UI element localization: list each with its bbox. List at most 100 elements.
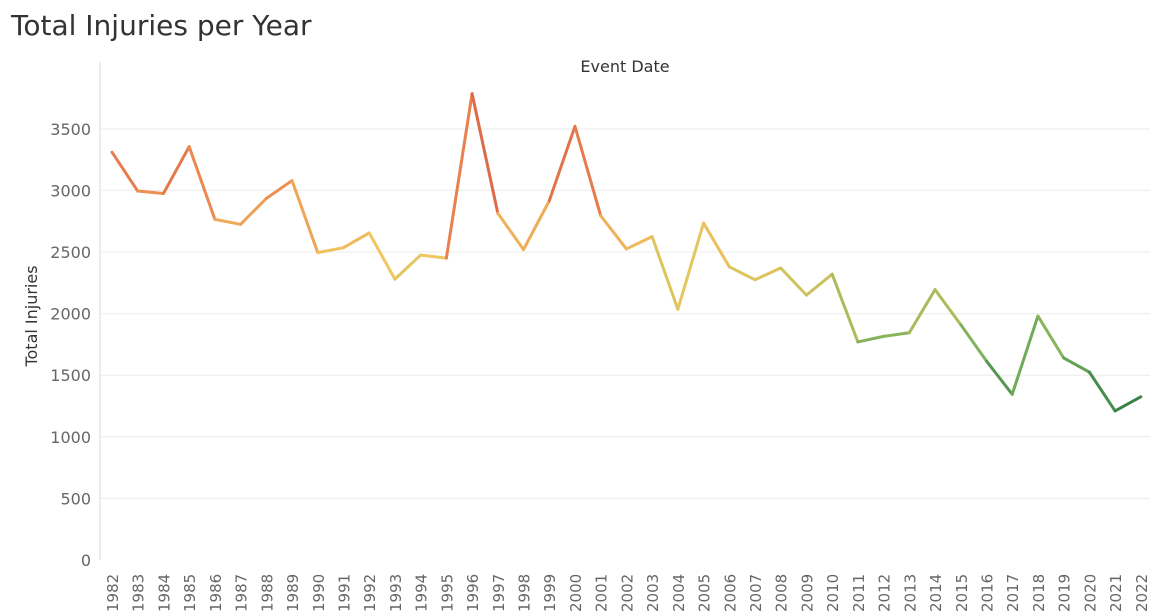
- line-segment: [907, 288, 937, 335]
- data-point[interactable]: 1995: 2450: [441, 253, 451, 263]
- data-point[interactable]: 2013: 1845: [904, 328, 914, 338]
- x-tick-label: 2021: [1107, 574, 1125, 612]
- data-point[interactable]: 1984: 2975: [158, 188, 168, 198]
- data-point[interactable]: 1985: 3355: [184, 142, 194, 152]
- data-point[interactable]: 1988: 2935: [261, 193, 271, 203]
- y-tick-label: 1000: [50, 428, 91, 447]
- line-segment: [779, 266, 808, 297]
- data-point[interactable]: 1991: 2535: [338, 243, 348, 253]
- data-point[interactable]: 2021: 1210: [1110, 406, 1120, 416]
- data-point[interactable]: 2019: 1640: [1059, 353, 1069, 363]
- data-point[interactable]: 1993: 2280: [390, 274, 400, 284]
- data-point[interactable]: 1998: 2520: [519, 245, 529, 255]
- data-point[interactable]: 2008: 2370: [776, 263, 786, 273]
- x-tick-label: 1982: [104, 574, 122, 612]
- line-segment: [1087, 370, 1117, 413]
- data-point[interactable]: 2000: 3520: [570, 121, 580, 131]
- x-tick-label: 1998: [516, 574, 534, 612]
- data-point[interactable]: 2010: 2320: [827, 269, 837, 279]
- data-point[interactable]: 1983: 2995: [133, 186, 143, 196]
- line-segment: [624, 235, 654, 251]
- line-segment: [264, 179, 294, 200]
- data-point[interactable]: 2018: 1980: [1033, 311, 1043, 321]
- data-point[interactable]: 2006: 2380: [724, 262, 734, 272]
- line-segment: [367, 231, 397, 281]
- x-tick-label: 1993: [387, 574, 405, 612]
- data-point[interactable]: 2014: 2195: [930, 285, 940, 295]
- data-point[interactable]: 2017: 1345: [1007, 389, 1017, 399]
- line-segment: [804, 272, 834, 297]
- line-segment: [753, 266, 783, 282]
- column-header-label: Event Date: [580, 57, 669, 76]
- x-tick-label: 2002: [618, 574, 636, 612]
- line-segment: [702, 221, 731, 269]
- data-point[interactable]: 2005: 2735: [699, 218, 709, 228]
- x-tick-label: 2003: [644, 574, 662, 612]
- data-point[interactable]: 2011: 1770: [853, 337, 863, 347]
- data-point[interactable]: 1986: 2765: [210, 214, 220, 224]
- line-segment: [444, 92, 474, 260]
- line-segment: [830, 272, 860, 344]
- x-tick-label: 2007: [747, 574, 765, 612]
- x-tick-label: 1983: [130, 574, 148, 612]
- line-segment: [882, 331, 911, 338]
- line-segment: [676, 221, 706, 311]
- line-segment: [727, 265, 757, 282]
- data-point[interactable]: 2015: 1910: [956, 320, 966, 330]
- data-point[interactable]: 2009: 2150: [801, 290, 811, 300]
- chart-title: Total Injuries per Year: [11, 9, 312, 42]
- data-point[interactable]: 2020: 1525: [1084, 367, 1094, 377]
- data-point[interactable]: 2001: 2795: [596, 211, 606, 221]
- data-point[interactable]: 1992: 2655: [364, 228, 374, 238]
- data-point[interactable]: 2003: 2625: [647, 232, 657, 242]
- line-segment: [984, 359, 1014, 396]
- data-point[interactable]: 2007: 2275: [750, 275, 760, 285]
- data-point[interactable]: 1982: 3310: [107, 147, 117, 157]
- y-tick-label: 500: [60, 489, 91, 508]
- x-tick-label: 1986: [207, 574, 225, 612]
- x-tick-label: 2019: [1056, 574, 1074, 612]
- data-point[interactable]: 1999: 2915: [544, 196, 554, 206]
- data-point[interactable]: 1989: 3080: [287, 176, 297, 186]
- x-tick-label: 1999: [541, 574, 559, 612]
- data-point[interactable]: 1997: 2815: [493, 208, 503, 218]
- x-tick-label: 2010: [824, 574, 842, 612]
- y-axis: 0 500 1000 1500 2000 2500 3000 3500: [50, 120, 91, 570]
- line-segment: [470, 92, 500, 215]
- y-tick-label: 2000: [50, 305, 91, 324]
- line-segment: [496, 211, 526, 252]
- x-tick-label: 2012: [876, 574, 894, 612]
- line-segment: [547, 124, 577, 203]
- line-segment: [393, 253, 423, 281]
- data-point[interactable]: 1987: 2725: [236, 219, 246, 229]
- x-tick-label: 2008: [773, 574, 791, 612]
- data-point[interactable]: 2002: 2525: [621, 244, 631, 254]
- x-axis: 1982 1983 1984 1985 1986 1987 1988 1989 1990 1991…: [104, 574, 1151, 612]
- x-tick-label: 2017: [1004, 574, 1022, 612]
- x-tick-label: 2014: [927, 574, 945, 612]
- line-segment: [213, 217, 243, 226]
- x-tick-label: 2020: [1081, 574, 1099, 612]
- data-point[interactable]: 1994: 2475: [416, 250, 426, 260]
- line-segment: [239, 196, 268, 226]
- line-segment: [856, 334, 886, 344]
- x-tick-label: 2004: [670, 574, 688, 612]
- x-tick-label: 1987: [233, 574, 251, 612]
- data-point[interactable]: 1996: 3785: [467, 89, 477, 99]
- x-tick-label: 2016: [978, 574, 996, 612]
- line-segment: [316, 246, 345, 255]
- x-tick-label: 2022: [1133, 574, 1151, 612]
- x-tick-label: 2001: [593, 574, 611, 612]
- data-point[interactable]: 1990: 2495: [313, 248, 323, 258]
- line-segment: [1010, 314, 1040, 396]
- y-axis-label: Total Injuries: [22, 265, 41, 367]
- data-point[interactable]: 2022: 1325: [1136, 392, 1146, 402]
- x-tick-label: 1994: [413, 574, 431, 612]
- line-segment: [1062, 356, 1091, 374]
- line-segment: [136, 189, 165, 195]
- data-point[interactable]: 2004: 2035: [673, 304, 683, 314]
- data-point[interactable]: 2012: 1815: [879, 331, 889, 341]
- y-tick-label: 3500: [50, 120, 91, 139]
- data-point[interactable]: 2016: 1615: [981, 356, 991, 366]
